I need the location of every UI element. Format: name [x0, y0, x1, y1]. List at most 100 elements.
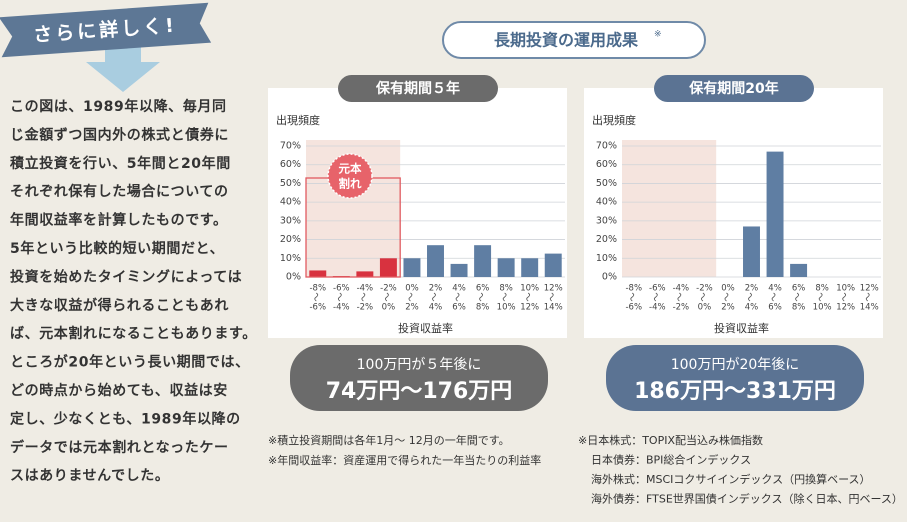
body-line: それぞれ保有した場合についての — [10, 183, 229, 200]
body-line: この図は、1989年以降、毎月同 — [10, 98, 227, 115]
y-tick-label: 10% — [280, 253, 301, 264]
bar — [790, 263, 808, 277]
x-tick-label: 0% — [405, 284, 419, 294]
body-line: 5年という比較的短い期間だと、 — [10, 240, 224, 257]
header-pill — [442, 21, 706, 59]
note: 海外株式：MSCIコクサイインデックス（円換算ベース） — [591, 472, 871, 486]
x-tick-label: 10% — [497, 303, 516, 313]
result-caption: 100万円が20年後に — [671, 357, 800, 373]
y-tick-label: 30% — [596, 215, 617, 226]
y-tick-label: 50% — [596, 178, 617, 189]
range-tilde — [865, 292, 870, 302]
range-tilde — [701, 292, 705, 302]
x-tick-label: -8% — [309, 284, 326, 294]
annotation-badge — [327, 153, 373, 199]
y-tick-label: 30% — [280, 215, 301, 226]
annotation-text: 割れ — [339, 177, 362, 191]
y-tick-label: 20% — [280, 234, 301, 245]
bar — [766, 151, 784, 277]
range-tilde — [385, 292, 389, 302]
x-tick-label: 4% — [429, 303, 443, 313]
x-axis-label: 投資収益率 — [398, 321, 453, 335]
y-tick-label: 60% — [596, 159, 617, 170]
bar — [356, 271, 374, 277]
x-tick-label: -8% — [625, 284, 642, 294]
result-value: 74万円〜176万円 — [326, 379, 513, 404]
range-tilde — [479, 292, 483, 302]
chart-title: 保有期間20年 — [688, 80, 778, 97]
x-axis-label: 投資収益率 — [714, 321, 769, 335]
x-tick-label: 12% — [860, 284, 879, 294]
x-tick-label: -2% — [696, 284, 713, 294]
x-tick-label: -4% — [333, 303, 350, 313]
result-caption: 100万円が５年後に — [357, 357, 482, 373]
note: ※日本株式：TOPIX配当込み株価指数 — [578, 433, 763, 447]
body-line: じ金額ずつ国内外の株式と債券に — [10, 126, 229, 143]
range-tilde — [724, 292, 729, 302]
x-tick-label: 12% — [544, 284, 563, 294]
range-tilde — [526, 292, 531, 302]
y-tick-label: 50% — [280, 178, 301, 189]
range-tilde — [455, 292, 460, 302]
x-tick-label: 4% — [452, 284, 466, 294]
note: ※年間収益率：資産運用で得られた一年当たりの利益率 — [268, 453, 541, 467]
x-tick-label: 10% — [520, 284, 539, 294]
arrow-head — [86, 62, 160, 92]
x-tick-label: 8% — [476, 303, 490, 313]
x-tick-label: -4% — [649, 303, 666, 313]
y-axis-label: 出現頻度 — [276, 113, 320, 127]
x-tick-label: -4% — [357, 284, 374, 294]
body-line: データでは元本割れとなったケー — [10, 439, 229, 456]
y-tick-label: 40% — [596, 197, 617, 208]
range-tilde — [653, 292, 658, 302]
y-tick-label: 0% — [602, 272, 617, 283]
chart-title: 保有期間５年 — [375, 80, 460, 97]
range-tilde — [408, 292, 413, 302]
range-tilde — [630, 292, 635, 302]
body-line: 定し、少なくとも、1989年以降の — [10, 410, 241, 427]
y-tick-label: 70% — [596, 141, 617, 152]
x-tick-label: 14% — [544, 303, 563, 313]
x-tick-label: 6% — [476, 284, 490, 294]
banner: さらに詳しく! — [0, 2, 212, 58]
result-pill — [606, 345, 864, 411]
x-tick-label: 2% — [721, 303, 735, 313]
x-tick-label: -6% — [309, 303, 326, 313]
header-title: 長期投資の運用成果 — [494, 31, 638, 50]
note: 海外債券：FTSE世界国債インデックス（除く日本、円ベース） — [591, 492, 903, 506]
x-tick-label: 10% — [813, 303, 832, 313]
range-tilde — [818, 292, 823, 302]
range-tilde — [361, 292, 366, 302]
x-tick-label: 8% — [815, 284, 829, 294]
bar — [474, 245, 492, 277]
x-tick-label: 0% — [382, 303, 396, 313]
x-tick-label: 2% — [405, 303, 419, 313]
y-tick-label: 60% — [280, 159, 301, 170]
x-tick-label: 14% — [860, 303, 879, 313]
x-tick-label: -2% — [357, 303, 374, 313]
x-tick-label: -6% — [333, 284, 350, 294]
x-tick-label: -6% — [649, 284, 666, 294]
header-mark: ※ — [654, 30, 662, 40]
range-tilde — [771, 292, 776, 302]
body-line: 年間収益率を計算したものです。 — [10, 212, 228, 229]
range-tilde — [432, 292, 436, 302]
result-pill — [290, 345, 548, 411]
range-tilde — [677, 292, 682, 302]
bar — [450, 263, 468, 277]
x-tick-label: 8% — [499, 284, 513, 294]
range-tilde — [502, 292, 507, 302]
x-tick-label: 6% — [792, 284, 806, 294]
x-tick-label: 8% — [792, 303, 806, 313]
annotation-text: 元本 — [339, 162, 362, 176]
bar — [379, 258, 397, 277]
body-line: ところが20年という長い期間では、 — [10, 354, 250, 371]
range-tilde — [314, 292, 319, 302]
x-tick-label: -4% — [673, 284, 690, 294]
bar — [403, 258, 421, 277]
range-tilde — [748, 292, 752, 302]
y-tick-label: 10% — [596, 253, 617, 264]
body-line: 積立投資を行い、5年間と20年間 — [9, 155, 231, 172]
x-tick-label: 4% — [745, 303, 759, 313]
